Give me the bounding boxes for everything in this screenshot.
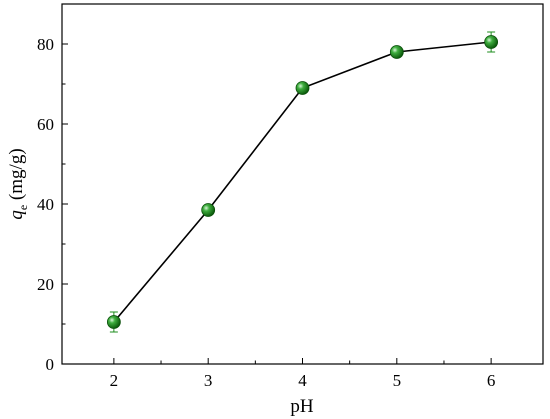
plot-frame xyxy=(61,3,544,365)
y-tick-label-1: 20 xyxy=(37,275,54,294)
x-tick-label-2: 4 xyxy=(298,371,307,390)
y-tick-label-4: 80 xyxy=(37,35,54,54)
data-point-1 xyxy=(201,203,216,217)
data-point-4 xyxy=(484,35,499,49)
data-point-2 xyxy=(295,81,310,95)
x-tick-label-3: 5 xyxy=(393,371,402,390)
data-point-3 xyxy=(389,45,404,59)
y-axis-label-unit: (mg/g) xyxy=(6,148,27,204)
points-layer xyxy=(106,35,499,329)
y-tick-label-0: 0 xyxy=(46,355,55,374)
x-tick-label-0: 2 xyxy=(110,371,119,390)
y-axis-label: qe (mg/g) xyxy=(6,148,30,219)
x-tick-label-4: 6 xyxy=(487,371,496,390)
y-tick-label-2: 40 xyxy=(37,195,54,214)
y-tick-label-3: 60 xyxy=(37,115,54,134)
y-axis-label-main: q xyxy=(6,210,27,220)
x-tick-label-1: 3 xyxy=(204,371,213,390)
y-axis-label-subscript: e xyxy=(16,205,30,210)
x-axis-label: pH xyxy=(290,396,314,417)
data-point-0 xyxy=(106,315,121,329)
errorbars-layer xyxy=(109,31,496,333)
